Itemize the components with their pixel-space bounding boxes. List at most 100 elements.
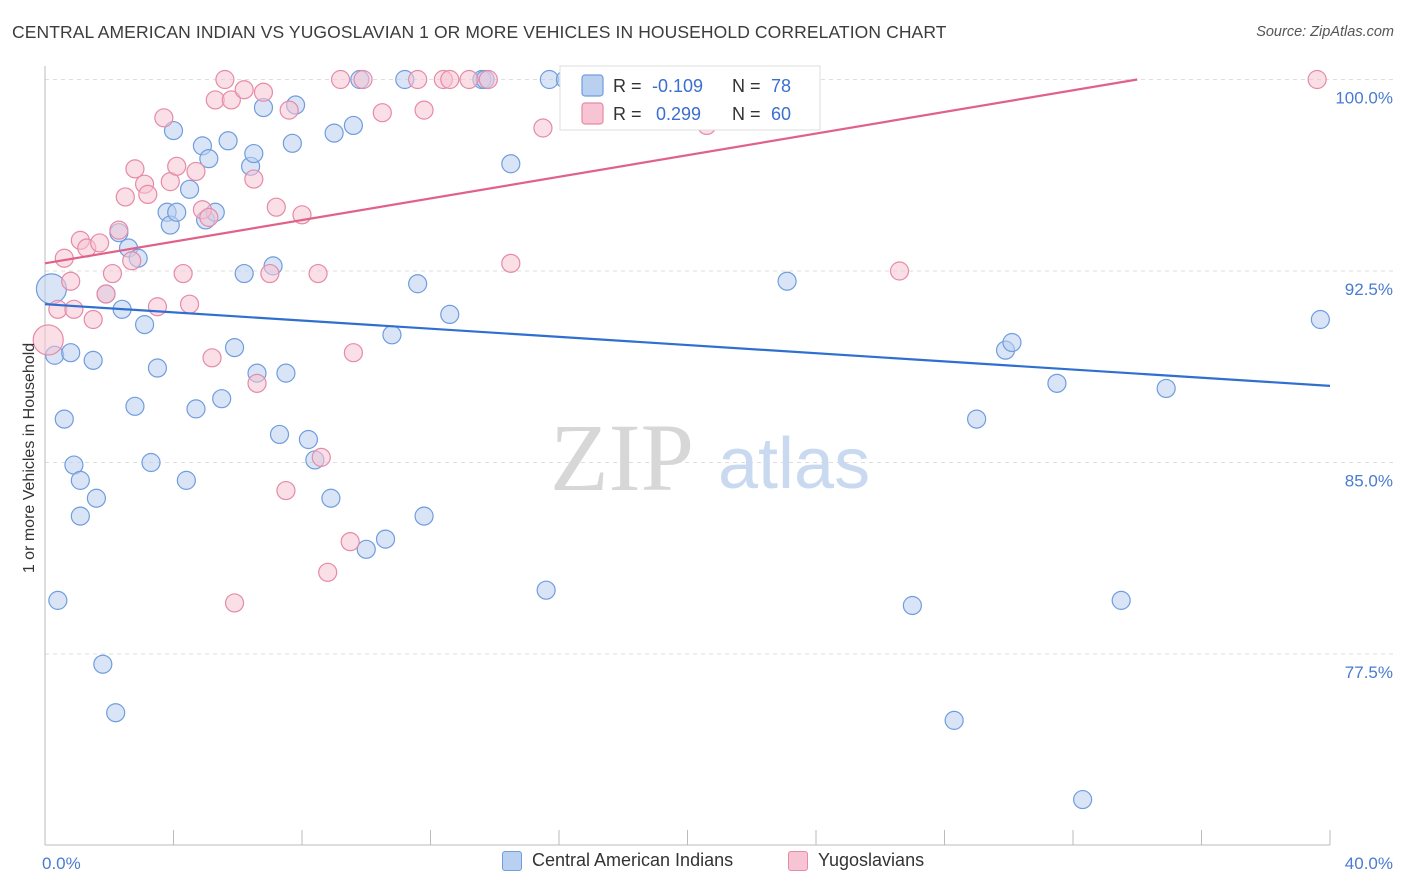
- correlation-legend: R = -0.109 N = 78 R = 0.299 N = 60: [559, 65, 821, 131]
- legend-label-yugoslavians: Yugoslavians: [818, 850, 925, 870]
- yugoslavians-point-43: [330, 69, 351, 90]
- central-american-indians-point-32: [212, 389, 232, 409]
- central-american-indians-point-57: [440, 304, 460, 325]
- watermark: ZIP atlas: [550, 404, 870, 511]
- yugoslavians-point-52: [459, 69, 479, 90]
- yugoslavians-point-28: [215, 69, 235, 90]
- yugoslavians-point-59: [1307, 69, 1327, 90]
- central-american-indians-point-48: [324, 123, 344, 143]
- legend-swatch-pink: [788, 850, 808, 871]
- yugoslavians-point-58: [889, 261, 910, 281]
- central-american-indians-point-52: [375, 529, 396, 549]
- yugoslavians-point-26: [202, 348, 222, 368]
- central-american-indians-point-74: [1047, 373, 1067, 393]
- legend-blue-n-value: 78: [771, 76, 791, 96]
- yugoslavians-point-45: [343, 343, 363, 363]
- x-tick-label-1: 40.0%: [1345, 854, 1393, 873]
- x-tick-label-0: 0.0%: [42, 854, 81, 873]
- central-american-indians-point-18: [134, 315, 155, 335]
- central-american-indians-point-77: [1156, 378, 1176, 399]
- legend-label-central-american-indians: Central American Indians: [532, 850, 734, 870]
- legend-item-yugoslavians: Yugoslavians: [788, 850, 924, 871]
- y-axis-label: 1 or more Vehicles in Household: [21, 343, 38, 573]
- central-american-indians-point-62: [539, 69, 559, 90]
- trend-line-central-american-indians: [44, 303, 1331, 387]
- yugoslavians-point-29: [221, 90, 241, 110]
- yugoslavians-point-41: [311, 447, 331, 467]
- yugoslavians-point-14: [125, 159, 145, 179]
- yugoslavians-point-47: [372, 103, 392, 123]
- legend-pink-swatch: [581, 102, 604, 125]
- central-american-indians-point-9: [86, 488, 107, 508]
- yugoslavians-point-51: [440, 69, 460, 90]
- yugoslavians-point-9: [96, 284, 116, 304]
- central-american-indians-point-47: [321, 488, 341, 508]
- yugoslavians-point-44: [340, 532, 360, 552]
- series-yugoslavians: [32, 69, 1327, 613]
- y-tick-label-0: 77.5%: [1345, 663, 1393, 682]
- central-american-indians-point-16: [125, 396, 145, 416]
- legend-blue-r-label: R =: [613, 76, 642, 96]
- central-american-indians-point-2: [48, 590, 68, 610]
- yugoslavians-point-16: [138, 184, 158, 204]
- y-tick-label-1: 85.0%: [1345, 472, 1393, 491]
- yugoslavians-point-11: [109, 220, 129, 240]
- central-american-indians-point-53: [382, 325, 402, 345]
- legend-blue-n-label: N =: [732, 76, 761, 96]
- yugoslavians-point-20: [167, 156, 187, 176]
- yugoslavians-point-33: [247, 373, 267, 393]
- yugoslavians-point-18: [154, 108, 174, 128]
- yugoslavians-point-34: [253, 82, 274, 102]
- central-american-indians-point-19: [141, 452, 161, 473]
- legend-pink-r-label: R =: [613, 104, 642, 124]
- legend-swatch-blue: [502, 850, 522, 871]
- yugoslavians-point-30: [224, 593, 245, 613]
- yugoslavians-point-13: [122, 251, 142, 271]
- trend-lines: [44, 78, 1331, 387]
- yugoslavians-point-46: [353, 69, 373, 90]
- yugoslavians-point-22: [179, 294, 200, 314]
- series-legend: Central American Indians Yugoslavians: [0, 850, 1406, 880]
- yugoslavians-point-35: [260, 263, 280, 284]
- yugoslavians-point-37: [276, 480, 296, 501]
- yugoslavians-point-25: [199, 207, 219, 227]
- central-american-indians-point-30: [199, 149, 219, 169]
- central-american-indians-point-55: [408, 274, 428, 294]
- central-american-indians-point-7: [70, 470, 90, 490]
- axes: [44, 66, 1331, 846]
- central-american-indians-point-71: [967, 409, 987, 429]
- central-american-indians-point-33: [218, 131, 238, 151]
- central-american-indians-point-20: [147, 358, 168, 378]
- central-american-indians-point-49: [343, 115, 363, 136]
- central-american-indians-point-73: [1002, 332, 1022, 353]
- central-american-indians-point-60: [501, 154, 521, 174]
- legend-blue-swatch: [581, 74, 604, 97]
- yugoslavians-point-8: [90, 233, 110, 253]
- central-american-indians-point-75: [1073, 789, 1093, 810]
- yugoslavians-point-38: [279, 100, 299, 120]
- yugoslavians-point-1: [48, 299, 68, 319]
- central-american-indians-point-26: [179, 179, 200, 199]
- central-american-indians-point-45: [298, 429, 319, 450]
- central-american-indians-point-3: [54, 409, 74, 429]
- central-american-indians-point-69: [902, 595, 922, 616]
- central-american-indians-point-78: [1310, 309, 1330, 330]
- central-american-indians-point-4: [61, 343, 81, 363]
- trend-line-yugoslavians: [44, 78, 1138, 265]
- yugoslavians-point-4: [64, 299, 84, 319]
- central-american-indians-point-43: [282, 133, 302, 153]
- x-tick-labels: 0.0% 40.0%: [42, 854, 1393, 873]
- yugoslavians-point-31: [234, 80, 254, 100]
- central-american-indians-point-76: [1111, 590, 1131, 610]
- legend-item-central-american-indians: Central American Indians: [502, 850, 733, 871]
- central-american-indians-point-8: [83, 350, 103, 370]
- yugoslavians-point-48: [408, 69, 428, 90]
- central-american-indians-point-37: [244, 143, 264, 164]
- yugoslavians-point-21: [173, 263, 193, 284]
- central-american-indians-point-27: [186, 399, 206, 419]
- central-american-indians-point-68: [777, 271, 797, 291]
- yugoslavians-point-7: [83, 309, 103, 330]
- central-american-indians-point-34: [224, 338, 245, 358]
- central-american-indians-point-25: [176, 470, 196, 490]
